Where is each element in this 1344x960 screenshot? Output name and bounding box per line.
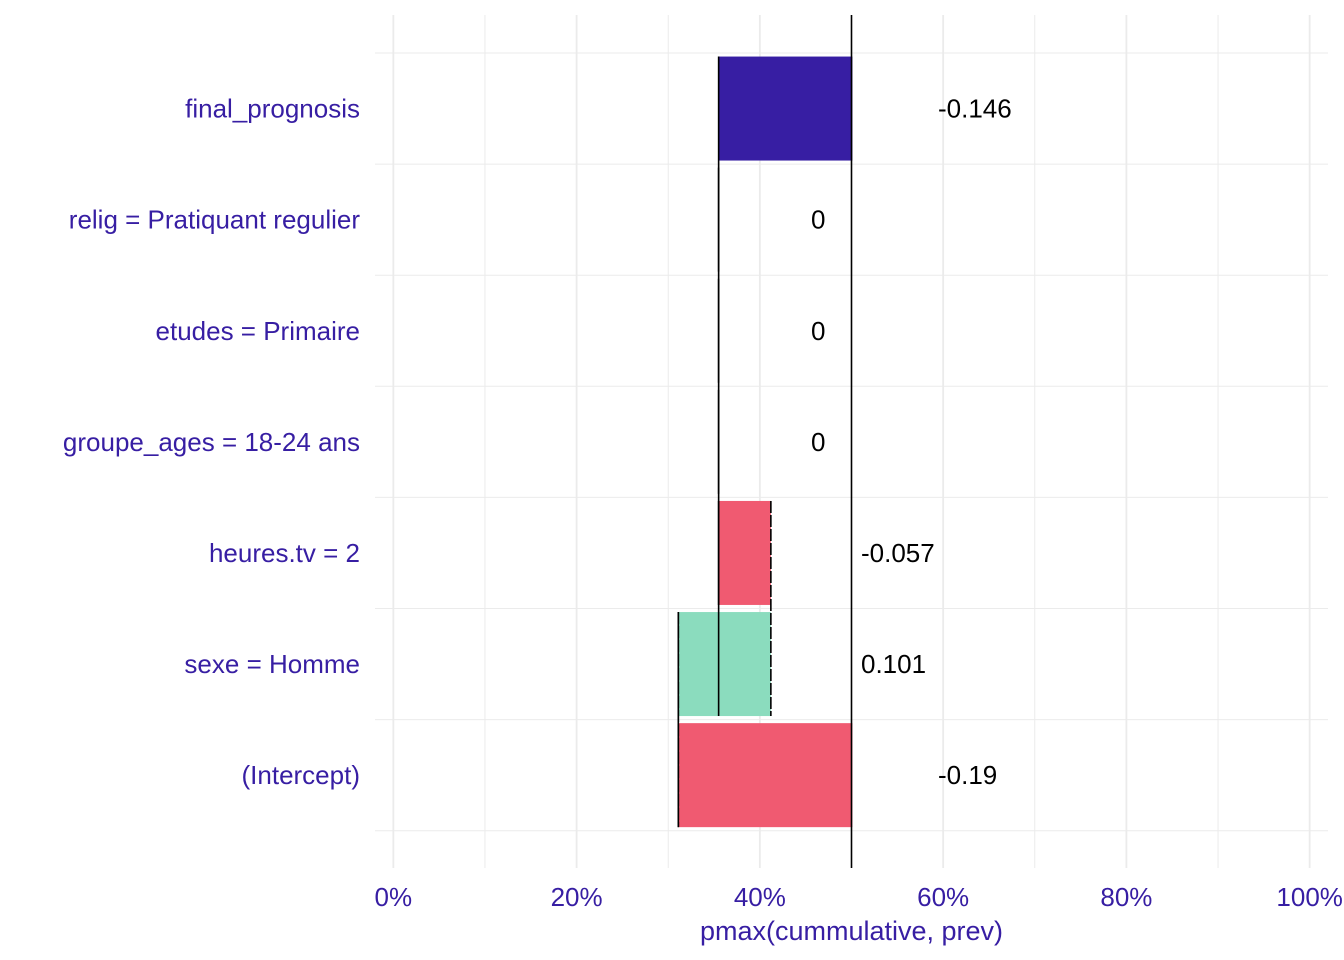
data-label: -0.146 [938, 94, 1012, 124]
bar-negative [678, 723, 853, 828]
data-label: 0 [811, 205, 825, 235]
data-labels: -0.146 0 0 0 -0.057 0.101 -0.19 [811, 94, 1012, 791]
category-label: groupe_ages = 18-24 ans [63, 427, 360, 457]
bar-positive [678, 612, 771, 717]
data-label: 0 [811, 316, 825, 346]
category-label: (Intercept) [242, 760, 361, 790]
x-axis-title: pmax(cummulative, prev) [700, 916, 1003, 946]
x-tick-label: 100% [1276, 882, 1343, 912]
x-tick-label: 80% [1100, 882, 1152, 912]
category-label: sexe = Homme [184, 649, 360, 679]
bar-final [718, 56, 853, 161]
x-tick-label: 40% [734, 882, 786, 912]
data-label: -0.19 [938, 760, 997, 790]
x-tick-label: 0% [375, 882, 413, 912]
x-tick-label: 60% [917, 882, 969, 912]
connector-lines [677, 56, 772, 828]
x-tick-label: 20% [551, 882, 603, 912]
category-label: heures.tv = 2 [209, 538, 360, 568]
category-label: etudes = Primaire [156, 316, 360, 346]
x-tick-labels: 0% 20% 40% 60% 80% 100% [375, 882, 1343, 912]
category-label: relig = Pratiquant regulier [69, 205, 361, 235]
bar-negative [718, 500, 771, 605]
data-label: 0.101 [861, 649, 926, 679]
data-label: 0 [811, 427, 825, 457]
category-label: final_prognosis [185, 94, 360, 124]
data-label: -0.057 [861, 538, 935, 568]
bars [678, 56, 853, 828]
